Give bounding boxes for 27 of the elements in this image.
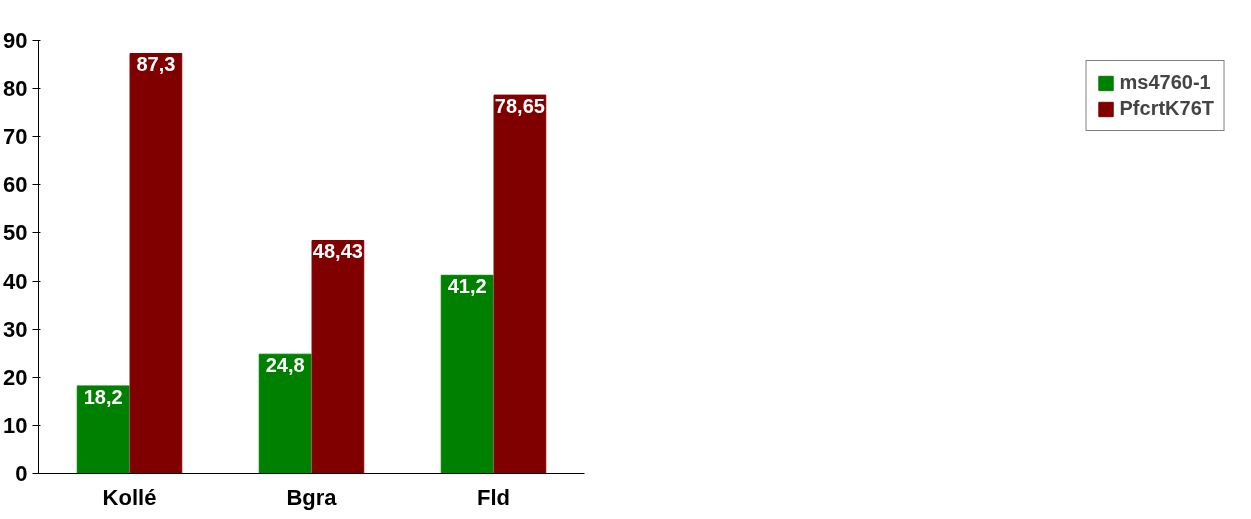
y-tick-label: 20 xyxy=(3,364,28,390)
y-tick-label: 90 xyxy=(3,28,28,53)
bar xyxy=(311,240,365,474)
data-label: 18,2 xyxy=(83,385,123,408)
y-tick-label: 80 xyxy=(3,76,28,102)
x-tick-label: Fld xyxy=(477,484,511,510)
bar xyxy=(129,52,183,474)
bar xyxy=(258,353,312,474)
y-tick-label: 70 xyxy=(3,124,28,150)
data-label: 87,3 xyxy=(136,53,176,76)
bar xyxy=(493,94,547,474)
bar xyxy=(76,385,130,474)
data-label: 78,65 xyxy=(494,95,545,118)
y-tick-label: 0 xyxy=(15,461,28,486)
data-label: 48,43 xyxy=(312,240,363,263)
x-tick-label: Kollé xyxy=(102,484,157,510)
y-tick-label: 30 xyxy=(3,316,28,342)
x-tick-label: Bgra xyxy=(286,484,338,510)
data-label: 24,8 xyxy=(265,354,305,377)
y-tick-label: 60 xyxy=(3,172,28,198)
legend-label: PfcrtK76T xyxy=(1119,97,1214,120)
bar xyxy=(440,274,494,474)
legend-label: ms4760-1 xyxy=(1119,71,1211,94)
y-tick-label: 50 xyxy=(3,220,28,246)
data-label: 41,2 xyxy=(447,275,487,298)
y-tick-label: 10 xyxy=(3,412,28,438)
y-tick-label: 40 xyxy=(3,268,28,294)
